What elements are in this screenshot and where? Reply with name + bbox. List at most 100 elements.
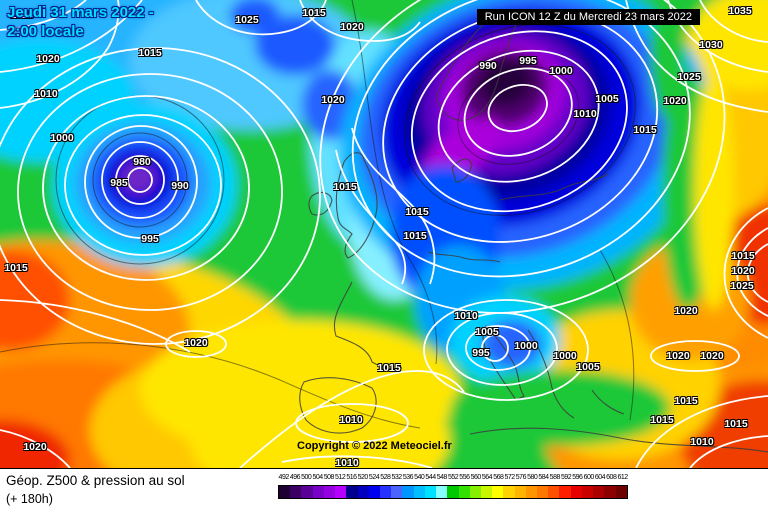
isobar-contours xyxy=(0,0,768,468)
legend-value: 604 xyxy=(594,474,606,481)
legend-color-cell xyxy=(368,486,380,498)
run-info-box: Run ICON 12 Z du Mercredi 23 mars 2022 xyxy=(476,9,700,25)
legend-color-cell xyxy=(604,486,616,498)
pressure-label: 1005 xyxy=(595,93,619,105)
legend-value: 596 xyxy=(572,474,583,481)
pressure-label: 1025 xyxy=(730,280,754,292)
chart-title: Géop. Z500 & pression au sol xyxy=(6,473,185,488)
pressure-label: 1000 xyxy=(50,132,74,144)
legend-value: 516 xyxy=(346,474,357,481)
legend-value: 580 xyxy=(527,474,538,481)
map-area: 1015 1025 1015 1020 1020 1015 1010 1020 1000 980 9… xyxy=(0,0,768,468)
pressure-label: 1000 xyxy=(514,340,538,352)
pressure-label: 1010 xyxy=(339,414,363,426)
legend-color-cell xyxy=(503,486,515,498)
legend-value: 540 xyxy=(414,474,425,481)
pressure-label: 1020 xyxy=(340,21,364,33)
legend-value: 568 xyxy=(493,474,504,481)
legend-color-cell xyxy=(480,486,493,498)
legend-color-cell xyxy=(290,486,302,498)
legend-color-cell xyxy=(593,486,605,498)
legend-value: 544 xyxy=(425,474,436,481)
legend-value: 608 xyxy=(606,474,617,481)
date-line2: 2:00 locale xyxy=(7,23,84,40)
pressure-label: 1015 xyxy=(302,7,326,19)
pressure-label: 1015 xyxy=(138,47,162,59)
pressure-label: 1035 xyxy=(728,5,752,17)
legend-color-cell xyxy=(559,486,571,498)
legend-color-cell xyxy=(379,486,392,498)
pressure-label: 1015 xyxy=(674,395,698,407)
legend-color-cell xyxy=(413,486,425,498)
pressure-label: 1020 xyxy=(23,441,47,453)
pressure-label: 990 xyxy=(479,60,497,72)
legend-value: 512 xyxy=(335,474,346,481)
pressure-label: 1020 xyxy=(184,337,208,349)
legend-values-row: 492 496 500 504 508 512 516 520 524 528 532 536 540 5… xyxy=(278,474,629,483)
date-line1: Jeudi 31 mars 2022 - xyxy=(7,4,154,21)
legend-value: 524 xyxy=(368,474,380,481)
legend-value: 564 xyxy=(481,474,493,481)
pressure-label: 1015 xyxy=(731,250,755,262)
pressure-label: 1005 xyxy=(576,361,600,373)
pressure-label: 1015 xyxy=(405,206,429,218)
legend-color-cell xyxy=(357,486,369,498)
date-overlay: Jeudi 31 mars 2022 - 2:00 locale xyxy=(7,3,154,41)
pressure-label: 995 xyxy=(519,55,537,67)
weather-map-svg xyxy=(0,0,768,468)
pressure-label: 995 xyxy=(472,347,490,359)
pressure-label: 1020 xyxy=(700,350,724,362)
pressure-label: 1020 xyxy=(663,95,687,107)
legend-value: 528 xyxy=(380,474,391,481)
legend-value: 556 xyxy=(459,474,470,481)
legend-value: 492 xyxy=(278,474,290,481)
legend-color-cell xyxy=(447,486,459,498)
pressure-label: 1010 xyxy=(573,108,597,120)
pressure-label: 1020 xyxy=(731,265,755,277)
legend-color-cell xyxy=(581,486,594,498)
legend-color-cell xyxy=(301,486,313,498)
pressure-label: 1015 xyxy=(650,414,674,426)
legend-value: 532 xyxy=(391,474,403,481)
legend-color-cell xyxy=(537,486,549,498)
pressure-label: 995 xyxy=(141,233,159,245)
legend-colorbar xyxy=(278,485,628,499)
legend-value: 536 xyxy=(402,474,414,481)
legend-color-cell xyxy=(514,486,526,498)
pressure-label: 1010 xyxy=(690,436,714,448)
legend-value: 504 xyxy=(312,474,323,481)
pressure-label: 985 xyxy=(110,177,128,189)
geopotential-line-layer xyxy=(0,0,636,429)
legend-color-cell xyxy=(570,486,582,498)
legend-color-cell xyxy=(492,486,504,498)
pressure-label: 1015 xyxy=(633,124,657,136)
coastlines xyxy=(299,9,768,453)
pressure-label: 1020 xyxy=(321,94,345,106)
pressure-label: 1025 xyxy=(235,14,259,26)
pressure-label: 1015 xyxy=(403,230,427,242)
pressure-label: 1020 xyxy=(36,53,60,65)
legend-color-cell xyxy=(346,486,358,498)
legend-value: 572 xyxy=(504,474,515,481)
pressure-label: 1010 xyxy=(34,88,58,100)
pressure-label: 980 xyxy=(133,156,151,168)
legend-color-cell xyxy=(312,486,324,498)
legend-value: 612 xyxy=(617,474,628,481)
pressure-label: 1015 xyxy=(724,418,748,430)
legend-value: 576 xyxy=(515,474,527,481)
legend-color-cell xyxy=(279,486,291,498)
pressure-label: 990 xyxy=(171,180,189,192)
legend-value: 552 xyxy=(448,474,459,481)
pressure-label: 1015 xyxy=(4,262,28,274)
legend-color-cell xyxy=(548,486,560,498)
legend-color-cell xyxy=(436,486,448,498)
pressure-label: 1015 xyxy=(333,181,357,193)
pressure-label: 1015 xyxy=(10,9,34,21)
legend-color-cell xyxy=(402,486,414,498)
legend-color-cell xyxy=(615,486,627,498)
legend-color-cell xyxy=(469,486,481,498)
legend-color-cell xyxy=(335,486,347,498)
legend-color-cell xyxy=(424,486,437,498)
pressure-label: 1020 xyxy=(674,305,698,317)
